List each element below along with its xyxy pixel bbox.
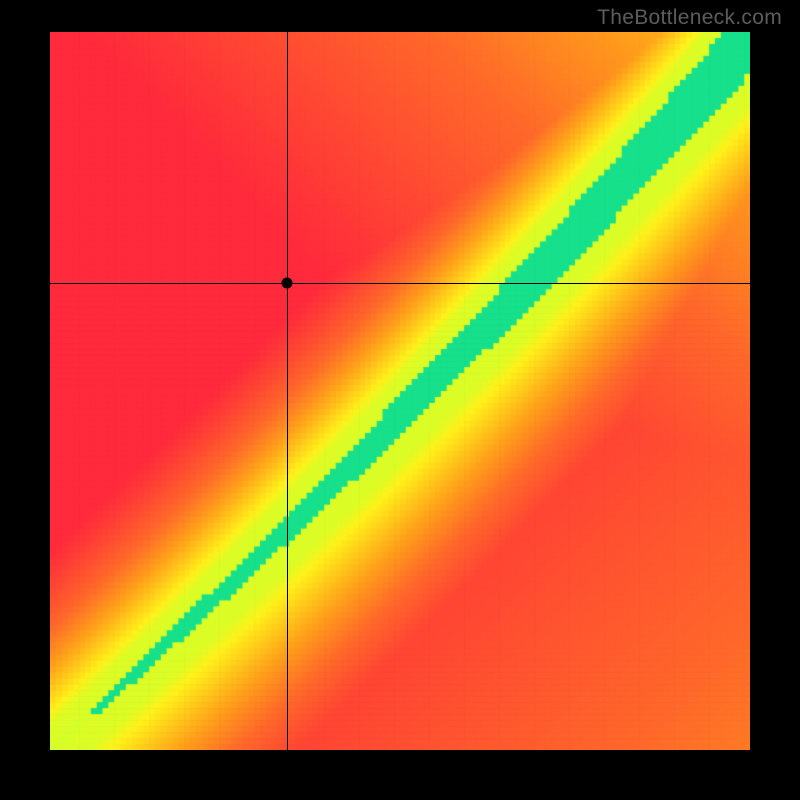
heatmap-plot (50, 32, 750, 750)
heatmap-canvas (50, 32, 750, 750)
crosshair-horizontal (50, 283, 750, 284)
crosshair-vertical (287, 32, 288, 750)
data-point-marker (281, 277, 292, 288)
watermark-text: TheBottleneck.com (597, 6, 782, 30)
